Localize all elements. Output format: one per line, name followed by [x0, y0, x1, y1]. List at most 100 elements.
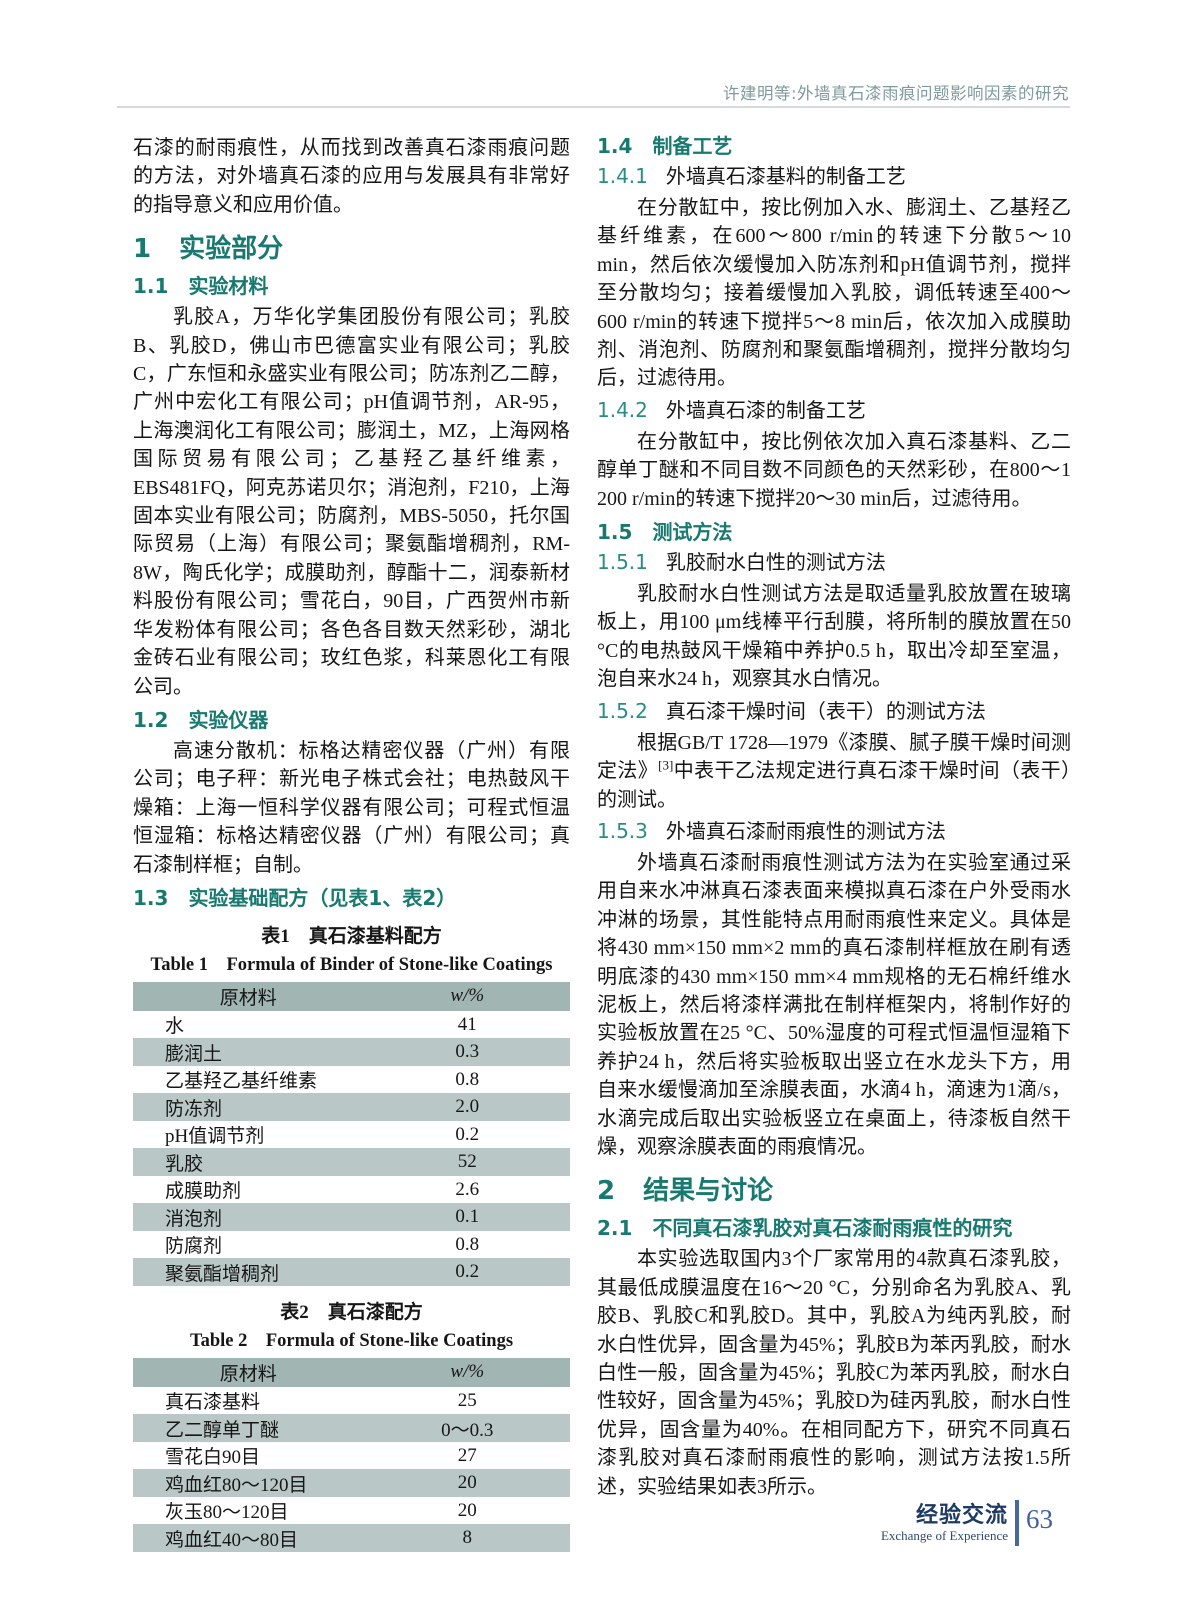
cell-value: 0.8	[455, 1068, 480, 1090]
table-row: 乳胶 52	[133, 1148, 570, 1176]
cell-value: 8	[462, 1527, 473, 1549]
paragraph-materials: 乳胶A，万华化学集团股份有限公司；乳胶B、乳胶D，佛山市巴德富实业有限公司；乳胶…	[133, 306, 570, 698]
cell-value: 20	[457, 1472, 477, 1494]
subsubsection-number: 1.4.1	[597, 164, 648, 188]
paragraph-water-whitening-test: 乳胶耐水白性测试方法是取适量乳胶放置在玻璃板上，用100 μm线棒平行刮膜，将所…	[597, 583, 1071, 691]
subsection-heading-test-methods: 1.5 测试方法	[597, 520, 1071, 544]
subsubsection-number: 1.5.1	[597, 550, 648, 575]
paragraph-coating-process: 在分散缸中，按比例依次加入真石漆基料、乙二醇单丁醚和不同目数不同颜色的天然彩砂，…	[597, 430, 1071, 510]
table-row: 雪花白90目 27	[133, 1442, 570, 1470]
section-number: 2	[597, 1176, 616, 1207]
cell-material: 防腐剂	[165, 1236, 223, 1258]
paragraph-emulsion-study: 本实验选取国内3个厂家常用的4款真石漆乳胶，其最低成膜温度在16～20 °C，分…	[597, 1248, 1071, 1498]
binder-formula-table: 原材料 w/% 水 41 膨润土 0.3 乙基羟乙基纤维素 0.8 防冻剂 2.0 pH…	[133, 981, 570, 1286]
subsection-heading-instruments: 1.2 实验仪器	[133, 708, 570, 732]
subsubsection-number: 1.5.3	[597, 818, 648, 843]
table-row: 聚氨酯增稠剂 0.2	[133, 1258, 570, 1286]
cell-material: 乳胶	[165, 1153, 204, 1175]
subsubsection-heading-drying-time: 1.5.2 真石漆干燥时间（表干）的测试方法	[597, 698, 1071, 726]
cell-material: 水	[165, 1016, 185, 1038]
subsubsection-title: 外墙真石漆基料的制备工艺	[665, 166, 906, 188]
subsubsection-title: 外墙真石漆耐雨痕性的测试方法	[665, 820, 946, 843]
subsection-heading-base-formula: 1.3 实验基础配方（见表1、表2）	[133, 886, 570, 910]
cell-value: 0.2	[455, 1261, 480, 1283]
table-row: 水 41	[133, 1011, 570, 1039]
subsection-number: 1.5	[597, 520, 633, 545]
column-header-weight: w/%	[450, 985, 485, 1007]
subsubsection-title: 真石漆干燥时间（表干）的测试方法	[665, 700, 986, 723]
paragraph-instruments: 高速分散机：标格达精密仪器（广州）有限公司；电子秤：新光电子株式会社；电热鼓风干…	[133, 739, 570, 876]
table1-caption-cn: 表1 真石漆基料配方	[261, 925, 442, 947]
subsubsection-heading-water-whitening: 1.5.1 乳胶耐水白性的测试方法	[597, 549, 1071, 577]
table-row: 膨润土 0.3	[133, 1038, 570, 1066]
paragraph-rain-mark-test: 外墙真石漆耐雨痕性测试方法为在实验室通过采用自来水冲淋真石漆表面来模拟真石漆在户…	[597, 851, 1071, 1158]
section-title: 结果与讨论	[643, 1176, 774, 1207]
footer-section-en: Exchange of Experience	[880, 1527, 1008, 1543]
footer-divider-bar	[1015, 1500, 1019, 1546]
cell-material: 消泡剂	[165, 1208, 223, 1230]
cell-value: 0.2	[455, 1123, 480, 1145]
table-row: 防腐剂 0.8	[133, 1231, 570, 1259]
cell-material: 聚氨酯增稠剂	[165, 1263, 280, 1285]
section-heading-results: 2 结果与讨论	[597, 1176, 1071, 1206]
cell-value: 41	[457, 1013, 477, 1035]
table-row: 鸡血红40～80目 8	[133, 1524, 570, 1552]
subsection-title: 不同真石漆乳胶对真石漆耐雨痕性的研究	[652, 1216, 1013, 1241]
table-row: 乙二醇单丁醚 0～0.3	[133, 1414, 570, 1442]
cell-value: 0.1	[455, 1206, 480, 1228]
cell-value: 2.0	[455, 1096, 480, 1118]
cell-material: 真石漆基料	[165, 1392, 261, 1414]
cell-material: 膨润土	[165, 1043, 223, 1065]
cell-value: 25	[457, 1389, 477, 1411]
cell-value: 20	[457, 1499, 477, 1521]
reference-superscript: [3]	[658, 757, 674, 773]
running-header: 许建明等:外墙真石漆雨痕问题影响因素的研究	[722, 84, 1069, 103]
subsection-number: 1.3	[133, 885, 169, 910]
subsubsection-heading-coating-process: 1.4.2 外墙真石漆的制备工艺	[597, 397, 1071, 425]
subsubsection-title: 外墙真石漆的制备工艺	[665, 399, 866, 422]
subsection-title: 制备工艺	[652, 134, 733, 158]
table-row: 消泡剂 0.1	[133, 1203, 570, 1231]
table-row: 灰玉80～120目 20	[133, 1497, 570, 1525]
subsubsection-heading-rain-mark: 1.5.3 外墙真石漆耐雨痕性的测试方法	[597, 818, 1071, 846]
cell-material: 乙二醇单丁醚	[165, 1419, 280, 1441]
cell-value: 0.3	[455, 1041, 480, 1063]
right-column: 1.4 制备工艺 1.4.1 外墙真石漆基料的制备工艺 在分散缸中，按比例加入水、膨…	[597, 134, 1071, 1503]
footer-section-cn: 经验交流	[915, 1502, 1008, 1528]
footer-section-labels: 经验交流 Exchange of Experience	[881, 1503, 1008, 1544]
subsection-title: 测试方法	[652, 520, 733, 545]
text-segment: 中表干乙法规定进行真石漆干燥时间（表干）的测试。	[597, 760, 1072, 811]
text-segment: 根据GB/T 1728—1979《漆膜、腻子膜干燥时间测定法》	[597, 731, 1071, 783]
cell-material: 雪花白90目	[165, 1447, 261, 1469]
subsection-title: 实验材料	[188, 274, 269, 299]
table-row: 真石漆基料 25	[133, 1387, 570, 1415]
column-header-material: 原材料	[219, 987, 277, 1009]
subsubsection-number: 1.5.2	[597, 698, 648, 723]
cell-material: 灰玉80～120目	[165, 1502, 289, 1524]
table-row: 鸡血红80～120目 20	[133, 1469, 570, 1497]
table-header-row: 原材料 w/%	[133, 1357, 570, 1387]
column-header-material: 原材料	[219, 1363, 277, 1385]
cell-material: 鸡血红40～80目	[165, 1529, 299, 1551]
subsection-number: 2.1	[597, 1216, 633, 1241]
table2-caption-en: Table 2 Formula of Stone-like Coatings	[189, 1330, 514, 1351]
subsubsection-title: 乳胶耐水白性的测试方法	[665, 552, 886, 575]
subsection-heading-materials: 1.1 实验材料	[133, 274, 570, 298]
table-header-row: 原材料 w/%	[133, 981, 570, 1011]
table1-caption-en: Table 1 Formula of Binder of Stone-like …	[150, 954, 553, 975]
cell-material: 鸡血红80～120目	[165, 1474, 308, 1496]
subsection-heading-preparation: 1.4 制备工艺	[597, 134, 1071, 158]
page-number: 63	[1026, 1503, 1053, 1534]
subsection-number: 1.4	[597, 134, 633, 158]
two-column-layout: 石漆的耐雨痕性，从而找到改善真石漆雨痕问题的方法，对外墙真石漆的应用与发展具有非…	[133, 134, 1071, 1556]
cell-material: 成膜助剂	[165, 1181, 242, 1203]
coating-formula-table: 原材料 w/% 真石漆基料 25 乙二醇单丁醚 0～0.3 雪花白90目 27 鸡血红…	[133, 1357, 570, 1552]
cell-material: 乙基羟乙基纤维素	[165, 1071, 318, 1093]
cell-material: pH值调节剂	[165, 1126, 265, 1148]
subsection-number: 1.1	[133, 274, 169, 299]
table-row: pH值调节剂 0.2	[133, 1121, 570, 1149]
paragraph-intro-continuation: 石漆的耐雨痕性，从而找到改善真石漆雨痕问题的方法，对外墙真石漆的应用与发展具有非…	[133, 137, 570, 216]
subsection-heading-emulsion-study: 2.1 不同真石漆乳胶对真石漆耐雨痕性的研究	[597, 1216, 1071, 1240]
section-heading-experiment: 1 实验部分	[133, 234, 570, 264]
